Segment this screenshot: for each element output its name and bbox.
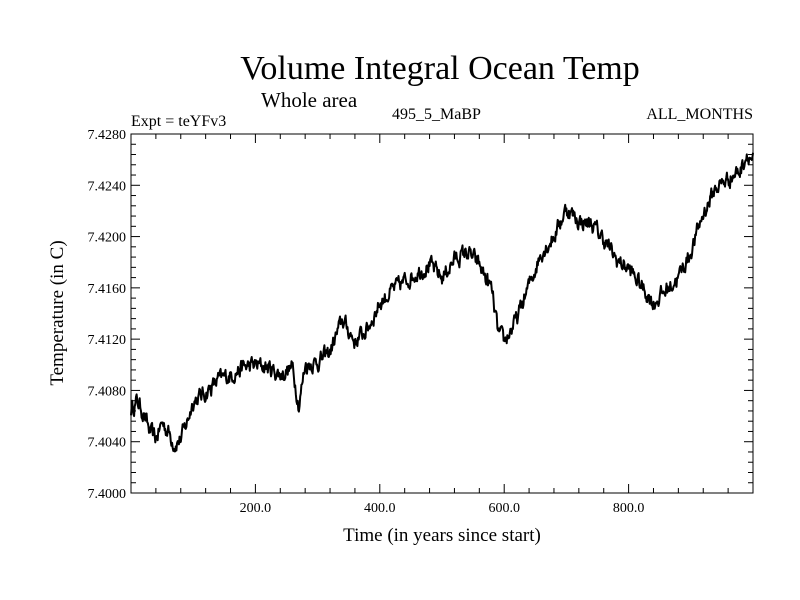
y-tick-label: 7.4080 [88, 384, 127, 399]
y-tick-label: 7.4120 [88, 333, 127, 348]
months-label: ALL_MONTHS [646, 106, 753, 123]
x-tick-label: 800.0 [613, 501, 645, 516]
y-tick-label: 7.4000 [88, 487, 127, 502]
period-label: 495_5_MaBP [392, 106, 481, 123]
x-tick-label: 400.0 [364, 501, 396, 516]
x-axis: 200.0 400.0 600.0 800.0 [155, 134, 729, 516]
experiment-label: Expt = teYFv3 [131, 113, 227, 130]
plot-frame [130, 133, 754, 494]
x-tick-label: 200.0 [240, 501, 272, 516]
chart-title: Volume Integral Ocean Temp [240, 50, 640, 87]
y-tick-label: 7.4040 [88, 436, 127, 451]
x-tick-label: 600.0 [488, 501, 520, 516]
y-axis: 7.4000 7.4040 7.4080 7.4120 7.4160 7.4200 7.42… [88, 128, 753, 502]
chart-subtitle: Whole area [261, 88, 358, 112]
y-tick-label: 7.4280 [88, 128, 127, 143]
x-axis-label: Time (in years since start) [343, 525, 541, 546]
series-line [130, 152, 754, 453]
y-axis-label: Temperature (in C) [47, 240, 68, 385]
y-tick-label: 7.4240 [88, 179, 127, 194]
y-tick-label: 7.4160 [88, 282, 127, 297]
y-tick-label: 7.4200 [88, 231, 127, 246]
